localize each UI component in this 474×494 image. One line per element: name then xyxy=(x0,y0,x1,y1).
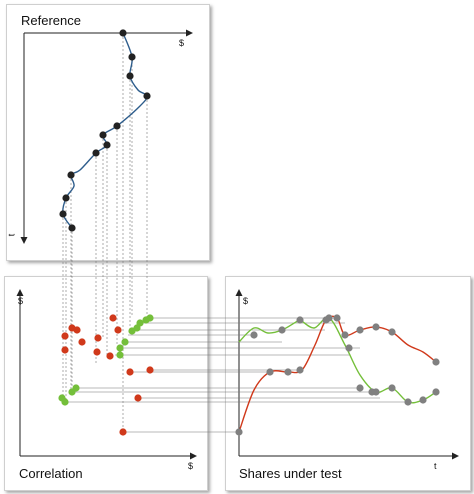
test-point xyxy=(432,358,440,366)
reference-point xyxy=(126,72,134,80)
red-correlation-point xyxy=(73,326,81,334)
test-point xyxy=(372,388,380,396)
red-correlation-point xyxy=(109,314,117,322)
red-correlation-point xyxy=(114,326,122,334)
reference-point xyxy=(92,149,100,157)
test-point xyxy=(356,384,364,392)
red-correlation-point xyxy=(146,366,154,374)
shares-x-axis-label: t xyxy=(434,461,437,471)
test-point xyxy=(333,314,341,322)
points xyxy=(58,29,440,436)
reference-panel: Reference $ t xyxy=(6,4,210,261)
reference-curve xyxy=(62,32,148,229)
reference-point xyxy=(68,224,76,232)
red-correlation-point xyxy=(106,352,114,360)
red-correlation-point xyxy=(119,428,127,436)
green-correlation-point xyxy=(116,351,124,359)
green-correlation-point xyxy=(68,388,76,396)
red-correlation-point xyxy=(61,346,69,354)
green-correlation-point xyxy=(116,344,124,352)
green-test-curve xyxy=(238,316,437,404)
test-point xyxy=(345,344,353,352)
test-point xyxy=(341,331,349,339)
reference-point xyxy=(143,92,151,100)
green-correlation-point xyxy=(58,394,66,402)
green-correlation-point xyxy=(121,338,129,346)
test-point xyxy=(235,428,243,436)
reference-point xyxy=(103,141,111,149)
test-point xyxy=(278,326,286,334)
test-point xyxy=(432,388,440,396)
shares-y-axis-label: $ xyxy=(243,296,249,306)
reference-point xyxy=(62,194,70,202)
test-point xyxy=(250,331,258,339)
test-point xyxy=(325,314,333,322)
reference-title: Reference xyxy=(21,13,81,28)
reference-point xyxy=(113,122,121,130)
test-point xyxy=(266,368,274,376)
red-correlation-point xyxy=(134,394,142,402)
reference-point xyxy=(128,53,136,61)
correlation-y-axis-label: $ xyxy=(18,296,24,306)
correlation-x-axis-label: $ xyxy=(188,461,194,471)
test-point xyxy=(419,396,427,404)
connector-lines xyxy=(62,33,412,433)
test-point xyxy=(388,328,396,336)
test-point xyxy=(284,368,292,376)
green-correlation-point xyxy=(136,319,144,327)
test-point xyxy=(372,323,380,331)
red-correlation-point xyxy=(126,368,134,376)
reference-point xyxy=(59,210,67,218)
correlation-panel: Correlation $ $ xyxy=(4,276,208,491)
green-correlation-point xyxy=(142,316,150,324)
reference-point xyxy=(119,29,127,37)
red-correlation-point xyxy=(93,348,101,356)
test-point xyxy=(388,384,396,392)
axes xyxy=(16,29,459,460)
reference-point xyxy=(67,171,75,179)
test-point xyxy=(404,398,412,406)
test-point xyxy=(356,326,364,334)
test-point xyxy=(296,366,304,374)
shares-title: Shares under test xyxy=(239,466,342,481)
reference-point xyxy=(99,131,107,139)
red-correlation-point xyxy=(78,338,86,346)
red-correlation-point xyxy=(61,332,69,340)
test-point xyxy=(296,316,304,324)
reference-x-axis-label: $ xyxy=(179,38,185,48)
shares-panel: Shares under test t $ xyxy=(225,276,471,491)
correlation-title: Correlation xyxy=(19,466,83,481)
red-correlation-point xyxy=(94,334,102,342)
